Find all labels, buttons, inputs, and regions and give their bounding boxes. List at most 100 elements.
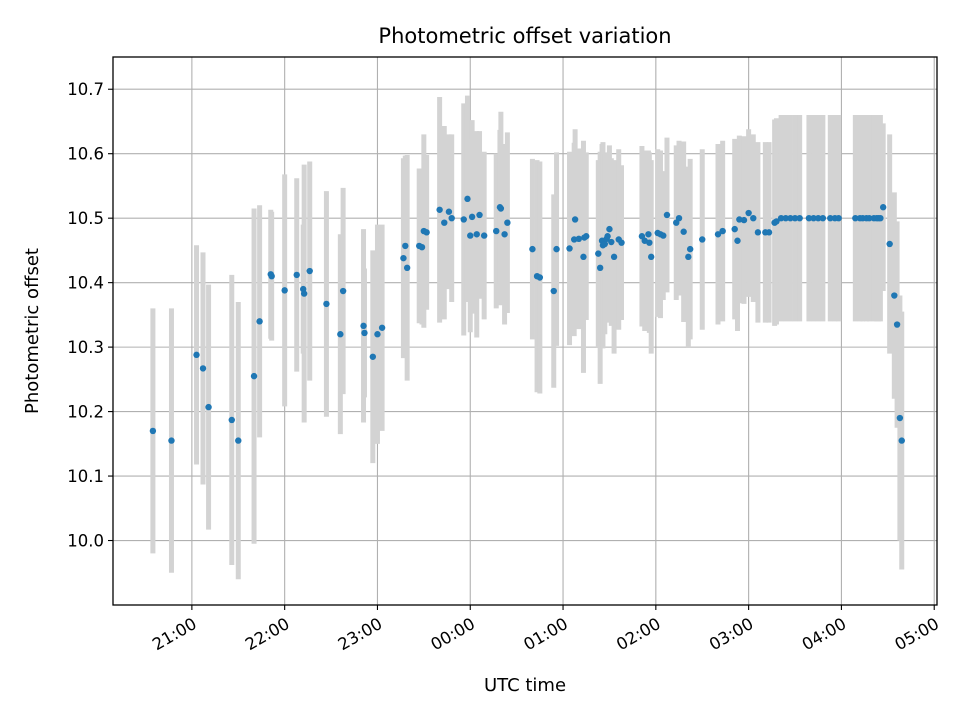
data-point — [827, 214, 834, 222]
data-point — [300, 290, 308, 297]
data-point — [680, 228, 687, 235]
data-point — [815, 214, 822, 222]
data-point — [646, 239, 653, 246]
data-point — [256, 318, 263, 325]
data-point — [819, 214, 827, 222]
data-point — [596, 264, 604, 272]
data-point — [714, 231, 722, 238]
data-point — [360, 322, 367, 330]
data-point — [660, 232, 667, 239]
data-point — [810, 214, 817, 222]
data-point — [595, 250, 602, 257]
y-tick-label: 10.5 — [67, 209, 104, 228]
data-point — [374, 331, 381, 338]
data-point — [460, 216, 467, 223]
data-point — [580, 253, 587, 261]
y-tick-label: 10.1 — [67, 467, 104, 486]
data-point — [777, 214, 785, 222]
data-point — [369, 353, 377, 360]
data-point — [553, 245, 560, 253]
data-point — [436, 206, 443, 213]
data-point — [685, 253, 692, 261]
data-point — [699, 236, 706, 243]
data-point — [566, 245, 573, 252]
data-point — [281, 287, 288, 294]
data-point — [618, 239, 625, 246]
data-point — [501, 231, 508, 238]
data-point — [773, 218, 780, 225]
data-point — [782, 214, 789, 222]
data-point — [601, 240, 609, 248]
data-point — [250, 372, 258, 380]
data-point — [337, 331, 344, 338]
data-point — [571, 216, 579, 223]
data-point — [719, 227, 726, 235]
plot-area-frame — [112, 56, 938, 606]
data-point — [149, 427, 157, 435]
data-point — [168, 437, 175, 444]
data-point — [886, 240, 893, 248]
data-point — [529, 245, 536, 253]
data-point — [235, 437, 242, 444]
data-point — [787, 214, 794, 222]
y-tick-label: 10.3 — [67, 338, 104, 357]
data-point — [608, 238, 615, 246]
data-point — [418, 243, 426, 251]
data-point — [441, 219, 448, 226]
data-point — [467, 232, 474, 239]
data-point — [193, 351, 200, 359]
y-tick-label: 10.2 — [67, 403, 104, 422]
data-point — [448, 214, 455, 222]
data-point — [835, 214, 842, 222]
data-point — [765, 229, 773, 236]
data-point — [891, 292, 898, 299]
data-point — [606, 225, 613, 233]
data-point — [675, 214, 683, 222]
x-axis-label: UTC time — [484, 675, 566, 696]
data-point — [879, 204, 887, 211]
data-point — [205, 403, 212, 411]
y-axis-label: Photometric offset — [22, 248, 43, 414]
data-point — [228, 416, 235, 424]
data-point — [745, 209, 752, 217]
data-point — [468, 213, 476, 221]
data-point — [339, 287, 347, 295]
data-point — [480, 232, 488, 239]
data-point — [323, 300, 330, 308]
chart-title: Photometric offset variation — [378, 24, 671, 48]
data-point — [604, 233, 611, 240]
data-point — [199, 365, 207, 372]
data-point — [476, 211, 483, 219]
data-point — [750, 214, 757, 222]
data-point — [497, 205, 505, 212]
data-point — [361, 329, 368, 337]
data-point — [645, 231, 652, 238]
data-point — [583, 233, 590, 240]
data-point — [423, 229, 430, 236]
data-point — [610, 253, 618, 261]
data-point — [896, 414, 904, 422]
data-point — [464, 195, 471, 203]
data-point — [754, 229, 762, 236]
data-point — [740, 216, 748, 224]
data-point — [791, 214, 799, 222]
data-point — [898, 437, 905, 444]
data-point — [852, 214, 859, 222]
data-point — [866, 214, 873, 222]
data-point — [575, 235, 583, 243]
y-tick-label: 10.0 — [67, 532, 104, 551]
y-tick-label: 10.4 — [67, 274, 104, 293]
data-point — [647, 253, 655, 261]
data-point — [402, 242, 409, 250]
data-point — [400, 254, 407, 262]
y-tick-label: 10.7 — [67, 80, 104, 99]
data-point — [796, 214, 803, 222]
data-point — [445, 208, 453, 215]
data-point — [877, 214, 884, 222]
data-point — [663, 211, 671, 219]
data-point — [403, 264, 411, 272]
data-point — [473, 231, 480, 238]
data-point — [731, 225, 738, 233]
y-axis: 10.0 10.1 10.2 10.3 10.4 10.5 10.6 10.7 — [67, 80, 113, 551]
